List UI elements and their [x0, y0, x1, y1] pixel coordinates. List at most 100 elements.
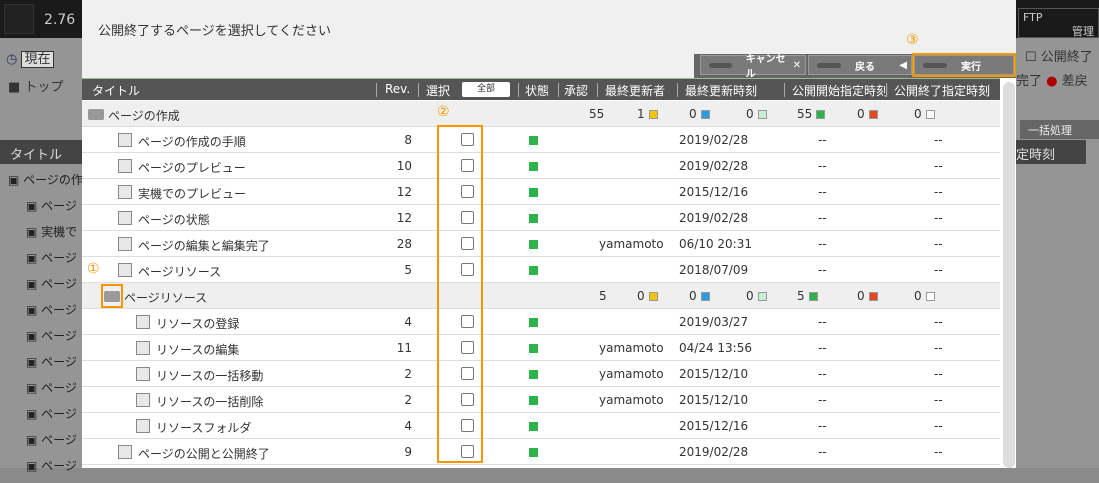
ftp-button[interactable]: FTP 管理 — [1018, 8, 1099, 38]
callout-1: ① — [87, 261, 100, 277]
pub-start: -- — [818, 159, 827, 173]
bg-tree-item: ▣ ページ — [26, 197, 100, 223]
bg-tree-label: ページ — [41, 355, 77, 369]
pub-start: -- — [818, 237, 827, 251]
row-title[interactable]: ページリソース — [138, 265, 222, 279]
page-icon: ▣ — [26, 355, 38, 369]
bg-tree-label: 実機で — [41, 225, 78, 239]
count-value: 5 — [599, 289, 607, 303]
row-title[interactable]: ページリソース — [124, 291, 208, 305]
bg-tree-label: ページ — [41, 459, 77, 473]
page-icon: ▣ — [26, 329, 38, 343]
row-title[interactable]: リソースの一括削除 — [156, 395, 264, 409]
page-icon: ▣ — [26, 303, 38, 317]
unpublish-dialog: 公開終了するページを選択してください キャンセル ✕ 戻る ◀ 実行 タイトル Re… — [82, 0, 1016, 468]
unpublish-filter[interactable]: ☐ 公開終了 — [1025, 50, 1093, 65]
time-select[interactable]: ◷ 現在 — [6, 48, 54, 68]
breadcrumb-top[interactable]: トップ — [24, 80, 64, 95]
count-value: 0 — [689, 289, 697, 303]
count-value: 0 — [857, 289, 865, 303]
status-square-icon — [816, 110, 826, 119]
select-checkbox[interactable] — [461, 263, 474, 276]
back-button[interactable]: 戻る ◀ — [808, 55, 912, 75]
select-checkbox[interactable] — [461, 419, 474, 432]
count-value: 55 — [797, 107, 813, 121]
bg-tree-item: ▣ ページ — [26, 249, 100, 275]
row-title[interactable]: ページの作成 — [108, 109, 180, 123]
status-count: 5 — [599, 289, 607, 303]
status-square-icon — [648, 110, 658, 119]
count-value: 0 — [746, 289, 754, 303]
table-row: ページのプレビュー 10 2019/02/28 -- -- — [82, 153, 1000, 179]
folder-icon — [104, 291, 120, 302]
select-checkbox[interactable] — [461, 159, 474, 172]
state-green-icon — [529, 214, 538, 223]
bg-tree-item: ▣ ページ — [26, 431, 100, 457]
pub-end: -- — [934, 185, 943, 199]
count-value: 0 — [914, 107, 922, 121]
revert-label: 差戻 — [1061, 74, 1088, 89]
select-all-button[interactable]: 全部 — [462, 82, 510, 97]
select-checkbox[interactable] — [461, 237, 474, 250]
page-icon — [136, 315, 150, 329]
status-count: 55 — [797, 107, 826, 121]
row-title[interactable]: ページのプレビュー — [138, 161, 246, 175]
callout-box-select — [437, 125, 483, 463]
state-green-icon — [529, 240, 538, 249]
status-count: 0 — [637, 289, 658, 303]
status-legend: 完了 ● 差戻 — [1016, 70, 1088, 89]
pub-end: -- — [934, 133, 943, 147]
updated: 2015/12/16 — [679, 185, 749, 199]
unpublish-label: 公開終了 — [1040, 50, 1093, 65]
count-value: 55 — [589, 107, 605, 121]
status-count: 0 — [689, 289, 710, 303]
updated: 2015/12/16 — [679, 419, 749, 433]
count-value: 0 — [746, 107, 754, 121]
row-title[interactable]: リソースフォルダ — [156, 421, 252, 435]
row-title[interactable]: リソースの登録 — [156, 317, 240, 331]
bg-tree-item: ▣ ページ — [26, 405, 100, 431]
page-icon — [136, 419, 150, 433]
updated: 2019/02/28 — [679, 211, 749, 225]
select-checkbox[interactable] — [461, 211, 474, 224]
select-checkbox[interactable] — [461, 367, 474, 380]
row-title[interactable]: ページの公開と公開終了 — [138, 447, 270, 461]
row-title[interactable]: リソースの一括移動 — [156, 369, 264, 383]
select-checkbox[interactable] — [461, 393, 474, 406]
page-icon — [136, 367, 150, 381]
pub-end: -- — [934, 159, 943, 173]
page-icon: ▣ — [26, 381, 38, 395]
clock-icon: ◷ — [6, 52, 18, 67]
row-title[interactable]: ページの編集と編集完了 — [138, 239, 270, 253]
col-approve: 承認 — [564, 84, 589, 98]
page-icon: ▣ — [26, 251, 38, 265]
state-green-icon — [529, 162, 538, 171]
cancel-button[interactable]: キャンセル ✕ — [700, 54, 806, 80]
status-square-icon — [757, 110, 767, 119]
folder-row: ページリソース 5 0 0 0 5 0 0 — [82, 283, 1000, 309]
state-green-icon — [529, 448, 538, 457]
row-title[interactable]: 実機でのプレビュー — [138, 187, 247, 201]
scrollbar[interactable] — [1003, 82, 1015, 468]
select-checkbox[interactable] — [461, 315, 474, 328]
select-checkbox[interactable] — [461, 445, 474, 458]
pub-start: -- — [818, 419, 827, 433]
col-select: 選択 — [426, 84, 451, 98]
execute-button[interactable]: 実行 — [914, 55, 1014, 75]
table-row: 実機でのプレビュー 12 2015/12/16 -- -- — [82, 179, 1000, 205]
breadcrumb[interactable]: ■ トップ — [8, 76, 63, 95]
state-green-icon — [529, 370, 538, 379]
select-checkbox[interactable] — [461, 133, 474, 146]
row-title[interactable]: リソースの編集 — [156, 343, 240, 357]
state-green-icon — [529, 136, 538, 145]
status-count: 55 — [589, 107, 604, 121]
pub-end: -- — [934, 445, 943, 459]
row-title[interactable]: ページの状態 — [138, 213, 210, 227]
col-updated: 最終更新時刻 — [685, 84, 758, 98]
page-icon — [136, 393, 150, 407]
status-square-icon — [925, 292, 935, 301]
row-title[interactable]: ページの作成の手順 — [138, 135, 246, 149]
select-checkbox[interactable] — [461, 341, 474, 354]
bulk-button[interactable]: 一括処理 — [1020, 120, 1099, 139]
select-checkbox[interactable] — [461, 185, 474, 198]
